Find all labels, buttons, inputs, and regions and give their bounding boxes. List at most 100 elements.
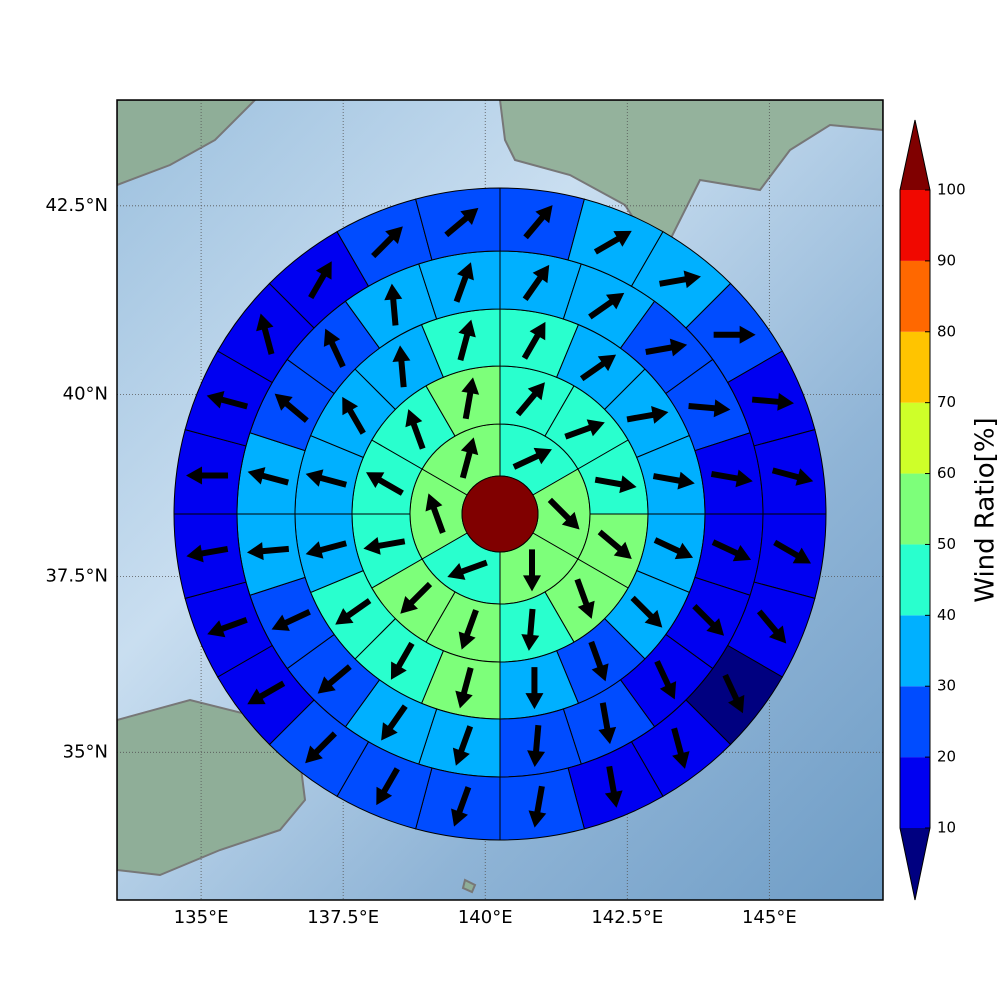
colorbar-tick-label: 100 [937, 181, 966, 199]
wind-arrow [588, 292, 625, 320]
wind-arrow [512, 447, 552, 470]
wind-arrow [525, 667, 544, 710]
colorbar-segment [900, 190, 930, 261]
wind-arrow [593, 230, 632, 255]
wind-arrow [405, 409, 426, 450]
x-tick-label: 140°E [458, 907, 513, 928]
wind-arrow [452, 725, 474, 766]
wind-arrow [246, 542, 290, 561]
wind-arrow [711, 539, 752, 562]
wind-arrow [457, 319, 476, 361]
wind-arrow [247, 467, 289, 486]
wind-arrow [515, 382, 545, 417]
wind-arrow [376, 767, 400, 806]
wind-arrow [547, 497, 580, 530]
wind-arrow [323, 328, 346, 368]
wind-arrow [594, 475, 637, 494]
wind-arrow [771, 467, 814, 486]
colorbar-tick-label: 40 [937, 606, 956, 624]
wind-arrow [400, 581, 433, 614]
wind-arrow [564, 419, 605, 440]
colorbar-segment [900, 544, 930, 616]
land [117, 698, 307, 877]
x-tick-label: 145°E [742, 907, 797, 928]
colorbar-extend [900, 828, 930, 900]
wind-arrow [671, 727, 690, 769]
wind-arrow [588, 640, 609, 682]
wind-arrow [305, 469, 347, 488]
y-tick-label: 37.5°N [45, 565, 108, 586]
colorbar-segment [900, 402, 930, 474]
colorbar-tick-label: 70 [937, 393, 956, 411]
colorbar-tick-label: 10 [937, 819, 956, 837]
wind-arrow [654, 660, 677, 700]
wind-arrow [363, 536, 406, 555]
wind-arrow [458, 609, 479, 650]
wind-arrow [722, 673, 745, 714]
wind-arrow [335, 598, 372, 625]
wind-arrow [461, 377, 480, 420]
wind-arrow [271, 609, 311, 631]
wind-arrow [692, 603, 725, 636]
wind-arrow [451, 786, 472, 827]
wind-arrow [366, 472, 404, 496]
colorbar-label: Wind Ratio[%] [971, 417, 1000, 602]
wind-arrow [751, 392, 794, 411]
wind-arrow [630, 595, 663, 628]
wind-arrow [186, 544, 229, 563]
wind-arrow [459, 437, 479, 479]
axis-labels: 135°E 137.5°E 140°E 142.5°E 145°E 35°N 37.5°N 4… [45, 195, 796, 928]
wind-arrow [317, 664, 352, 694]
land [461, 878, 477, 894]
wind-arrows [186, 205, 814, 828]
wind-arrow [381, 704, 408, 741]
wind-arrow [247, 680, 286, 705]
x-tick-label: 137.5°E [307, 907, 379, 928]
wind-arrow [305, 731, 337, 764]
wind-arrow [652, 471, 695, 490]
wind-arrow [371, 226, 403, 259]
wind-arrow [773, 539, 812, 564]
x-tick-label: 142.5°E [591, 907, 663, 928]
colorbar-tick-label: 60 [937, 464, 956, 482]
land [498, 100, 883, 263]
x-tick-label: 135°E [174, 907, 229, 928]
wind-arrow [392, 345, 411, 388]
wind-arrow [274, 393, 309, 423]
y-tick-label: 35°N [63, 741, 108, 762]
wind-arrow [604, 765, 623, 808]
colorbar-tick-label: 50 [937, 535, 956, 553]
land [117, 100, 257, 187]
colorbar-segment [900, 260, 930, 332]
wind-arrow [521, 321, 546, 360]
colorbar-segment [900, 686, 930, 758]
colorbar-segment [900, 757, 930, 828]
wind-arrow [597, 529, 632, 559]
wind-arrow [598, 702, 617, 745]
center-cell [461, 475, 539, 553]
wind-arrow [688, 399, 731, 418]
y-tick-label: 40°N [63, 384, 108, 405]
colorbar-extend [900, 120, 930, 190]
wind-arrow [390, 641, 415, 680]
colorbar-segment [900, 331, 930, 403]
wind-arrow [659, 270, 701, 289]
wind-arrow [626, 406, 669, 424]
wind-arrow [455, 667, 474, 709]
wind-arrow [342, 396, 366, 435]
wind-arrow [528, 785, 547, 828]
wind-arrow [523, 549, 541, 592]
map-frame [116, 99, 884, 901]
wind-arrow [521, 608, 540, 651]
wind-arrow [523, 205, 553, 240]
wind-arrow [713, 325, 756, 344]
wind-arrow [653, 537, 694, 560]
colorbar: 10 20 30 40 50 60 70 80 90 100 [899, 119, 966, 901]
wind-arrow [384, 283, 403, 326]
colorbar-tick-label: 20 [937, 748, 956, 766]
wind-arrow [574, 578, 595, 619]
wind-arrow [756, 609, 787, 644]
wind-arrow [207, 617, 248, 638]
colorbar-segment [900, 473, 930, 545]
